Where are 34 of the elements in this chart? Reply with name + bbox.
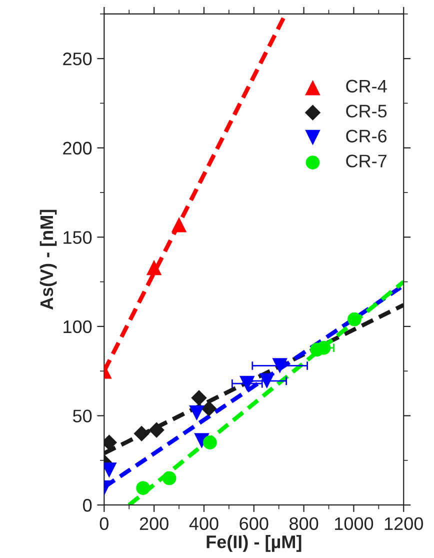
point xyxy=(240,376,255,392)
point xyxy=(272,358,288,374)
y-tick-label: 200 xyxy=(63,142,92,155)
y-tick-label: 50 xyxy=(72,410,92,422)
y-tick-label: 150 xyxy=(64,231,92,244)
point xyxy=(191,390,207,406)
point xyxy=(146,260,162,276)
x-axis-title: Fe(II) - [µM] xyxy=(206,535,302,552)
point xyxy=(171,217,187,232)
y-tick-label: 250 xyxy=(63,52,92,66)
point xyxy=(259,373,275,389)
x-tick-label: 400 xyxy=(189,517,218,530)
x-tick-label: 1200 xyxy=(384,517,423,530)
point xyxy=(136,481,150,495)
x-tick-label: 1000 xyxy=(335,517,374,530)
x-tick-label: 0 xyxy=(100,517,108,530)
x-tick-label: 600 xyxy=(240,517,268,530)
legend-label: CR-7 xyxy=(346,154,386,168)
point xyxy=(148,422,164,438)
legend-label: CR-4 xyxy=(346,80,387,93)
y-tick-label: 100 xyxy=(64,320,92,334)
point xyxy=(316,340,331,355)
point xyxy=(162,471,176,486)
point xyxy=(203,436,217,450)
point xyxy=(134,426,150,442)
x-tick-label: 800 xyxy=(290,517,318,530)
y-tick-label: 0 xyxy=(83,498,92,512)
y-axis-title: As(V) - [nM] xyxy=(40,210,57,310)
point xyxy=(348,312,362,326)
x-tick-label: 200 xyxy=(140,517,168,530)
legend-label: CR-5 xyxy=(346,104,387,118)
legend-label: CR-6 xyxy=(346,130,387,142)
point xyxy=(189,405,204,421)
point xyxy=(201,400,217,416)
